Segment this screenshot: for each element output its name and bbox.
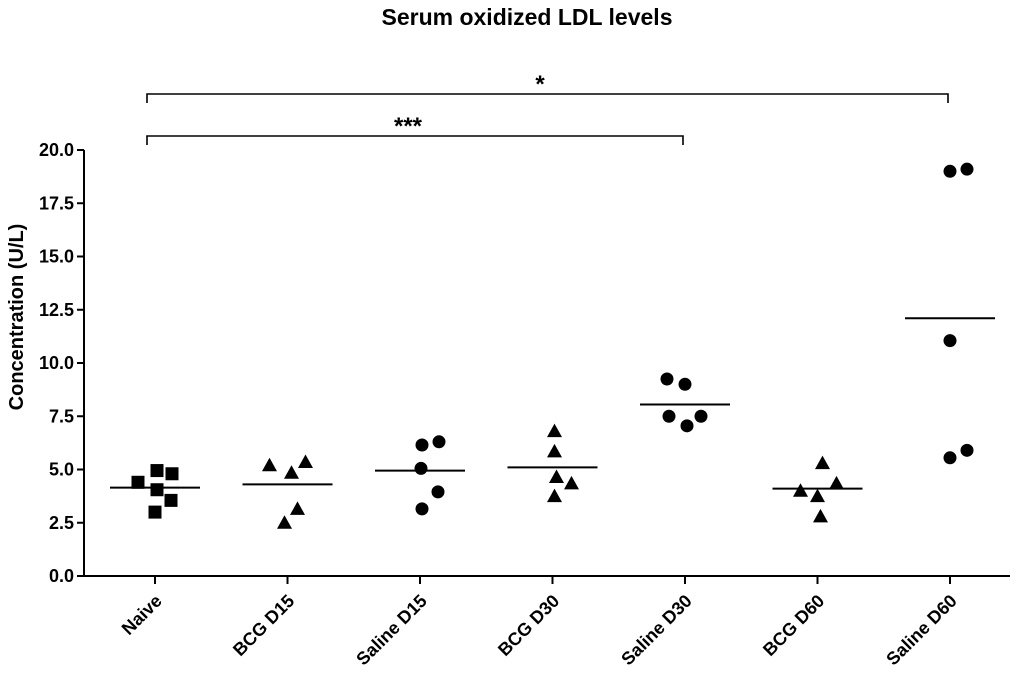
data-point-triangle xyxy=(815,455,830,470)
x-tick-label: Naive xyxy=(118,591,166,639)
data-point-triangle xyxy=(547,443,562,458)
y-tick-label: 5.0 xyxy=(49,460,74,480)
significance-bracket xyxy=(146,93,949,103)
data-point-circle xyxy=(678,377,692,391)
data-point-square xyxy=(165,467,179,481)
data-point-circle xyxy=(662,409,676,423)
data-point-triangle xyxy=(547,488,562,503)
axes xyxy=(83,150,1010,577)
y-axis-label: Concentration (U/L) xyxy=(6,224,28,411)
data-point-triangle xyxy=(547,423,562,438)
data-point-triangle xyxy=(829,475,844,490)
data-point-circle xyxy=(415,438,429,452)
data-point-circle xyxy=(960,443,974,457)
y-tick-label: 7.5 xyxy=(49,406,74,426)
data-point-circle xyxy=(943,334,957,348)
data-point-circle xyxy=(432,435,446,449)
data-point-circle xyxy=(943,164,957,178)
significance-label: * xyxy=(535,71,545,98)
data-point-triangle xyxy=(793,483,808,497)
data-point-square xyxy=(164,493,178,507)
data-point-square xyxy=(150,483,164,497)
significance-annotations: **** xyxy=(146,71,949,145)
data-point-square xyxy=(148,505,162,519)
mean-lines xyxy=(110,317,995,490)
data-point-triangle xyxy=(813,508,828,523)
chart-title: Serum oxidized LDL levels xyxy=(381,4,672,30)
data-point-triangle xyxy=(277,515,292,529)
x-tick-label: Saline D60 xyxy=(882,591,961,670)
data-point-triangle xyxy=(564,475,579,490)
data-point-circle xyxy=(943,451,957,465)
y-tick-label: 15.0 xyxy=(39,247,74,267)
x-tick-label: Saline D15 xyxy=(352,591,431,670)
data-points xyxy=(131,162,974,529)
data-point-square xyxy=(150,464,164,478)
significance-bracket xyxy=(146,135,684,145)
y-tick-label: 0.0 xyxy=(49,566,74,586)
data-point-circle xyxy=(660,372,674,386)
x-axis-ticks: Naive BCG D15 Saline D15 BCG D30 Saline D30 B… xyxy=(118,576,961,669)
data-point-square xyxy=(131,475,145,489)
y-tick-label: 17.5 xyxy=(39,193,74,213)
data-point-triangle xyxy=(284,465,299,479)
data-point-triangle xyxy=(262,457,277,472)
x-tick-label: BCG D60 xyxy=(759,591,828,660)
data-point-circle xyxy=(694,409,708,423)
data-point-triangle xyxy=(549,469,564,483)
x-tick-label: BCG D15 xyxy=(229,591,298,660)
data-point-circle xyxy=(960,162,974,176)
significance-label: *** xyxy=(394,113,423,140)
data-point-circle xyxy=(415,502,429,516)
data-point-triangle xyxy=(290,501,305,515)
data-point-circle xyxy=(680,419,694,433)
x-tick-label: BCG D30 xyxy=(494,591,563,660)
y-tick-label: 12.5 xyxy=(39,300,74,320)
data-point-triangle xyxy=(298,454,313,469)
y-tick-label: 2.5 xyxy=(49,513,74,533)
y-tick-label: 10.0 xyxy=(39,353,74,373)
x-tick-label: Saline D30 xyxy=(617,591,696,670)
data-point-circle xyxy=(431,485,445,499)
data-point-triangle xyxy=(810,488,825,503)
data-point-circle xyxy=(414,461,428,475)
y-axis-ticks: 0.0 2.5 5.0 7.5 10.0 12.5 15.0 17.5 20.0 xyxy=(39,140,84,586)
y-tick-label: 20.0 xyxy=(39,140,74,160)
